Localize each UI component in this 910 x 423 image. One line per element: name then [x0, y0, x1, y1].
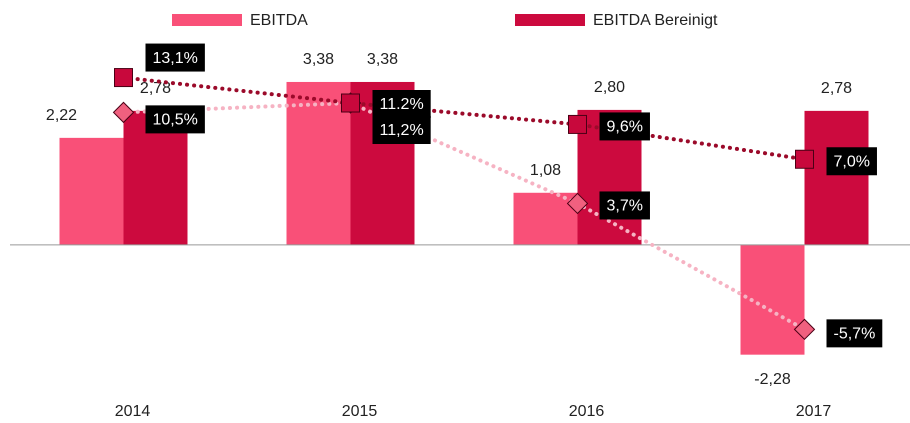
value-label-box [826, 147, 877, 176]
legend-swatch [172, 14, 242, 26]
bar [804, 110, 869, 245]
line-value-label: 3,7% [607, 198, 643, 215]
line-value-label: 7,0% [834, 153, 870, 170]
bar-value-label: 3,38 [303, 51, 334, 68]
bar-value-label: 2,78 [821, 80, 852, 97]
marker-diamond [566, 192, 589, 215]
value-label-box [145, 43, 205, 72]
x-tick-label: 2016 [569, 403, 605, 420]
marker-square [341, 93, 360, 113]
value-label-box [145, 105, 205, 134]
x-tick-label: 2017 [796, 403, 832, 420]
marker-square [114, 68, 133, 88]
line [121, 75, 807, 162]
bar-value-label: 2,80 [594, 79, 625, 96]
line-value-label: 9,6% [607, 119, 643, 136]
x-tick-label: 2014 [115, 403, 151, 420]
marker-square [795, 149, 814, 169]
line-value-label: 13,1% [153, 50, 198, 67]
value-label-box [372, 116, 431, 145]
legend-label: EBITDA [250, 12, 308, 29]
bar-value-label: 3,38 [367, 51, 398, 68]
legend-swatch [515, 14, 585, 26]
line-value-label: 10,5% [153, 112, 198, 129]
line-value-label: -5,7% [834, 326, 876, 343]
line-value-label: 11,2% [380, 122, 424, 139]
bar-value-label: 2,78 [140, 80, 171, 97]
bar-value-label: -2,28 [754, 371, 791, 388]
value-label-box [826, 319, 883, 348]
bar [286, 81, 351, 245]
legend-label: EBITDA Bereinigt [593, 12, 718, 29]
marker-diamond [793, 318, 816, 341]
bar-value-label: 2,22 [46, 107, 77, 124]
marker-diamond [112, 101, 135, 124]
marker-square [568, 114, 587, 134]
bar-value-label: 1,08 [530, 162, 561, 179]
bar [59, 137, 124, 245]
value-label-box [599, 112, 650, 141]
value-label-box [599, 191, 650, 220]
value-label-box [372, 90, 431, 119]
bar [513, 192, 578, 245]
x-tick-label: 2015 [342, 403, 378, 420]
line-value-label: 11.2% [380, 96, 424, 113]
line [121, 100, 807, 332]
